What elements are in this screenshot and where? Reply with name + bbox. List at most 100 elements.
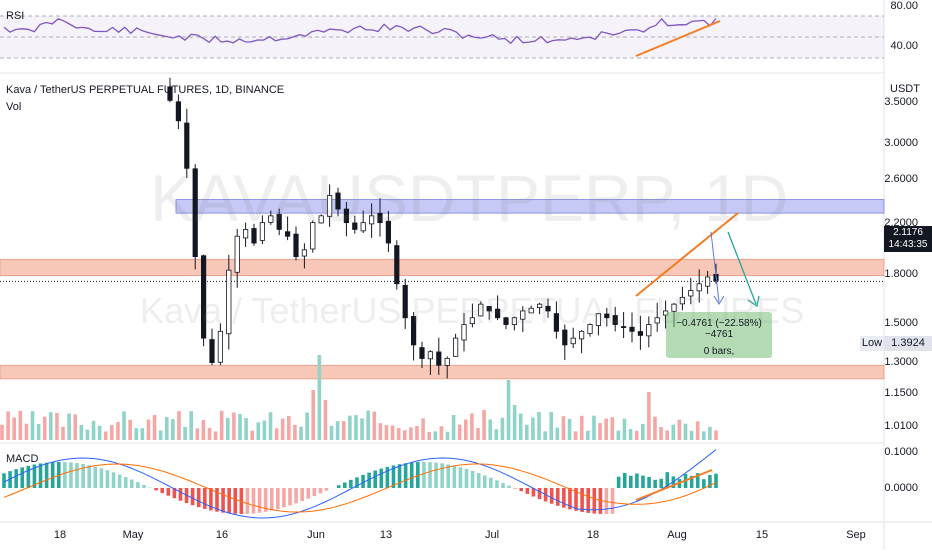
volume-bar-down	[562, 416, 566, 440]
volume-bar-down	[293, 425, 297, 440]
macd-hist-positive	[459, 467, 463, 488]
volume-bar-up	[257, 422, 261, 440]
macd-hist-positive	[130, 480, 134, 488]
volume-bar-down	[128, 420, 132, 440]
volume-bar-down	[232, 413, 236, 440]
macd-hist-negative	[562, 488, 566, 508]
volume-bar-down	[464, 420, 468, 440]
price-tick-1-5: 1.5000	[884, 317, 918, 329]
volume-bar-up	[318, 355, 322, 440]
volume-bar-up	[488, 419, 492, 440]
volume-bar-up	[507, 380, 511, 440]
volume-bar-up	[543, 431, 547, 440]
macd-hist-positive	[93, 467, 97, 488]
rsi-tick-80: 80.00	[890, 0, 918, 12]
volume-bar-down	[458, 425, 462, 440]
price-tick-3-0: 3.0000	[884, 137, 918, 149]
volume-bar-down	[665, 430, 669, 440]
volume-bar-up	[299, 427, 303, 440]
volume-bar-down	[220, 411, 224, 440]
macd-hist-positive	[20, 467, 24, 488]
macd-hist-positive	[422, 462, 426, 488]
x-tick-sep: Sep	[846, 529, 866, 541]
macd-hist-negative	[519, 488, 523, 491]
macd-hist-positive	[617, 477, 621, 488]
measure-change: −0.4761 (−22.58%) −4761	[666, 318, 772, 340]
volume-bar-down	[647, 392, 651, 440]
volume-bar-up	[519, 414, 523, 440]
volume-bar-up	[501, 418, 505, 440]
macd-hist-negative	[191, 488, 195, 505]
symbol-title[interactable]: Kava / TetherUS PERPETUAL FUTURES, 1D, B…	[6, 84, 284, 96]
candle-down	[563, 330, 567, 345]
macd-hist-positive	[63, 462, 67, 488]
macd-hist-positive	[410, 463, 414, 488]
macd-hist-positive	[702, 479, 706, 488]
macd-hist-negative	[294, 488, 298, 503]
candle-up	[705, 277, 709, 286]
candle-up	[302, 250, 306, 256]
price-tick-2-6: 2.6000	[884, 173, 918, 185]
macd-hist-negative	[300, 488, 304, 501]
candle-up	[453, 338, 457, 356]
macd-hist-negative	[221, 488, 225, 513]
volume-bar-up	[531, 418, 535, 440]
macd-hist-positive	[349, 480, 353, 488]
volume-bar-down	[391, 426, 395, 440]
volume-bar-up	[568, 419, 572, 440]
macd-line	[4, 450, 716, 518]
volume-bar-up	[238, 414, 242, 440]
candle-down	[176, 102, 180, 121]
x-tick-aug: Aug	[667, 529, 687, 541]
macd-hist-positive	[45, 463, 49, 488]
volume-bar-up	[623, 419, 627, 440]
volume-bar-down	[372, 412, 376, 440]
macd-hist-negative	[325, 488, 329, 491]
volume-bar-up	[336, 421, 340, 440]
volume-bar-down	[598, 423, 602, 440]
rsi-label: RSI	[6, 10, 24, 22]
volume-bar-up	[189, 411, 193, 440]
candle-down	[294, 234, 298, 256]
rsi-tick-40: 40.00	[890, 40, 918, 52]
volume-bar-down	[476, 428, 480, 440]
volume-bar-up	[360, 418, 364, 440]
macd-hist-negative	[270, 488, 274, 511]
volume-bar-down	[385, 425, 389, 440]
macd-hist-positive	[337, 485, 341, 488]
macd-hist-positive	[69, 462, 73, 488]
macd-hist-positive	[434, 463, 438, 488]
volume-bar-up	[86, 430, 90, 440]
volume-bar-down	[43, 417, 47, 440]
volume-bar-down	[415, 426, 419, 440]
measure-tool-box[interactable]: −0.4761 (−22.58%) −4761 0 bars,	[666, 312, 772, 358]
macd-hist-positive	[489, 478, 493, 488]
middle-zone	[0, 259, 884, 275]
volume-bar-up	[366, 411, 370, 440]
macd-hist-positive	[714, 474, 718, 488]
volume-bar-down	[214, 431, 218, 440]
macd-hist-negative	[203, 488, 207, 509]
macd-hist-positive	[142, 485, 146, 488]
macd-hist-positive	[659, 479, 663, 488]
volume-bar-down	[421, 418, 425, 440]
macd-hist-positive	[428, 462, 432, 488]
macd-hist-positive	[404, 463, 408, 488]
macd-hist-negative	[167, 488, 171, 496]
macd-hist-positive	[118, 475, 122, 488]
volume-bar-down	[287, 416, 291, 440]
volume-bar-down	[195, 428, 199, 440]
volume-bar-up	[49, 412, 53, 440]
volume-bar-down	[440, 426, 444, 440]
macd-hist-negative	[538, 488, 542, 499]
macd-hist-positive	[106, 470, 110, 488]
volume-bar-down	[110, 425, 114, 440]
price-tick-1-15: 1.1500	[884, 387, 918, 399]
volume-bar-down	[678, 420, 682, 440]
volume-bar-down	[379, 423, 383, 440]
measure-bars: 0 bars,	[666, 346, 772, 357]
price-tick-1-8: 1.8000	[884, 268, 918, 280]
x-tick-15-aug: 15	[756, 529, 768, 541]
